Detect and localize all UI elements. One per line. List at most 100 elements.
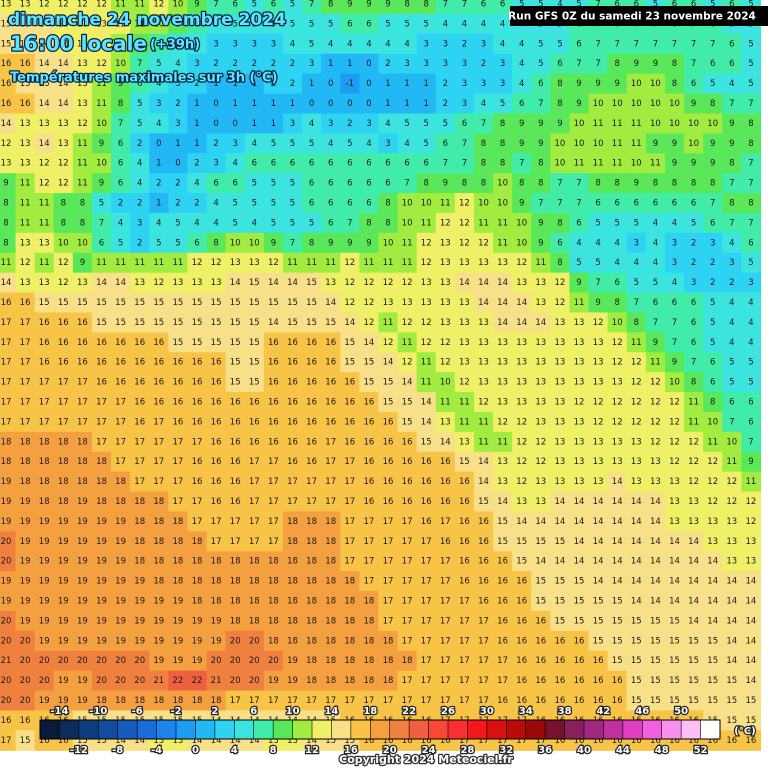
temperature-cell xyxy=(340,212,360,234)
temperature-value: 18 xyxy=(211,557,222,567)
temperature-value: 15 xyxy=(344,358,355,368)
temperature-cell xyxy=(569,232,590,254)
temperature-cell xyxy=(397,670,418,692)
temperature-value: 16 xyxy=(306,358,317,368)
temperature-cell xyxy=(493,212,513,234)
temperature-cell xyxy=(626,531,647,552)
temperature-value: 6 xyxy=(576,218,581,228)
temperature-value: 12 xyxy=(650,378,661,388)
temperature-cell xyxy=(187,650,208,672)
temperature-cell xyxy=(512,690,532,712)
temperature-value: 20 xyxy=(20,636,31,646)
temperature-value: 5 xyxy=(385,19,390,29)
temperature-cell xyxy=(244,252,265,274)
temperature-cell xyxy=(378,0,399,15)
temperature-value: 17 xyxy=(20,338,31,348)
temperature-cell xyxy=(626,352,647,373)
temperature-cell xyxy=(741,531,762,552)
temperature-cell xyxy=(168,133,189,154)
temperature-value: 12 xyxy=(554,298,565,308)
temperature-value: 16 xyxy=(421,477,432,487)
temperature-cell xyxy=(378,133,399,154)
temperature-value: 5 xyxy=(443,119,448,129)
temperature-cell xyxy=(263,113,284,134)
temperature-value: 11 xyxy=(631,119,642,129)
temperature-value: 6 xyxy=(347,179,352,189)
temperature-value: 6 xyxy=(710,218,715,228)
temperature-value: 0 xyxy=(366,99,371,109)
temperature-cell xyxy=(397,193,418,214)
temperature-value: 16 xyxy=(344,437,355,447)
temperature-value: 7 xyxy=(672,338,677,348)
temperature-cell xyxy=(225,332,246,353)
temperature-cell xyxy=(244,352,265,373)
temperature-cell xyxy=(149,212,169,234)
temperature-value: 19 xyxy=(39,597,50,607)
temperature-value: 17 xyxy=(325,437,336,447)
temperature-value: 14 xyxy=(58,59,69,69)
temperature-cell xyxy=(111,670,131,692)
temperature-cell xyxy=(130,212,150,234)
temperature-value: 19 xyxy=(1,517,12,527)
temperature-cell xyxy=(111,491,131,513)
temperature-cell xyxy=(302,551,322,572)
temperature-cell xyxy=(321,332,341,353)
temperature-value: 8 xyxy=(385,199,390,209)
temperature-value: 10 xyxy=(650,99,661,109)
temperature-cell xyxy=(263,591,284,612)
temperature-cell xyxy=(244,73,265,95)
temperature-value: 14 xyxy=(478,298,489,308)
temperature-cell xyxy=(531,193,551,214)
temperature-cell xyxy=(168,591,189,612)
temperature-value: 16 xyxy=(172,417,183,427)
temperature-value: 10 xyxy=(77,238,88,248)
temperature-value: 12 xyxy=(707,497,718,507)
temperature-value: 7 xyxy=(462,0,467,10)
temperature-value: 17 xyxy=(440,676,451,686)
temperature-value: 13 xyxy=(459,298,470,308)
temperature-cell xyxy=(206,352,227,373)
temperature-value: 19 xyxy=(268,676,279,686)
temperature-value: 1 xyxy=(271,119,276,129)
temperature-value: 17 xyxy=(325,457,336,467)
temperature-cell xyxy=(0,531,17,552)
temperature-cell xyxy=(340,153,360,174)
temperature-value: 7 xyxy=(729,179,734,189)
temperature-value: 14 xyxy=(650,577,661,587)
temperature-cell xyxy=(225,153,246,174)
temperature-value: 15 xyxy=(650,696,661,706)
temperature-cell xyxy=(454,670,475,692)
temperature-cell xyxy=(359,113,380,134)
temperature-cell xyxy=(607,93,628,115)
temperature-cell xyxy=(473,372,494,393)
temperature-value: 13 xyxy=(593,437,604,447)
legend-tick-label: 24 xyxy=(422,745,436,756)
temperature-value: 18 xyxy=(153,557,164,567)
temperature-cell xyxy=(493,571,513,592)
temperature-value: 13 xyxy=(497,338,508,348)
temperature-value: 14 xyxy=(593,557,604,567)
temperature-cell xyxy=(493,193,513,214)
temperature-value: 17 xyxy=(115,457,126,467)
temperature-value: 6 xyxy=(309,179,314,189)
temperature-cell xyxy=(397,531,418,552)
temperature-cell xyxy=(302,571,322,592)
temperature-cell xyxy=(531,212,551,234)
temperature-cell xyxy=(473,312,494,333)
temperature-cell xyxy=(302,212,322,234)
temperature-value: 18 xyxy=(192,577,203,587)
temperature-cell xyxy=(187,690,208,712)
temperature-cell xyxy=(15,670,36,692)
legend-tick-label: 44 xyxy=(616,745,630,756)
temperature-value: 17 xyxy=(134,437,145,447)
temperature-value: 14 xyxy=(554,497,565,507)
temperature-value: 13 xyxy=(20,159,31,169)
temperature-value: 20 xyxy=(20,696,31,706)
temperature-value: 20 xyxy=(96,676,107,686)
temperature-cell xyxy=(206,571,227,592)
temperature-cell xyxy=(473,630,494,652)
temperature-cell xyxy=(72,292,93,314)
temperature-cell xyxy=(454,133,475,154)
temperature-value: 1 xyxy=(423,99,428,109)
temperature-value: 2 xyxy=(710,278,715,288)
